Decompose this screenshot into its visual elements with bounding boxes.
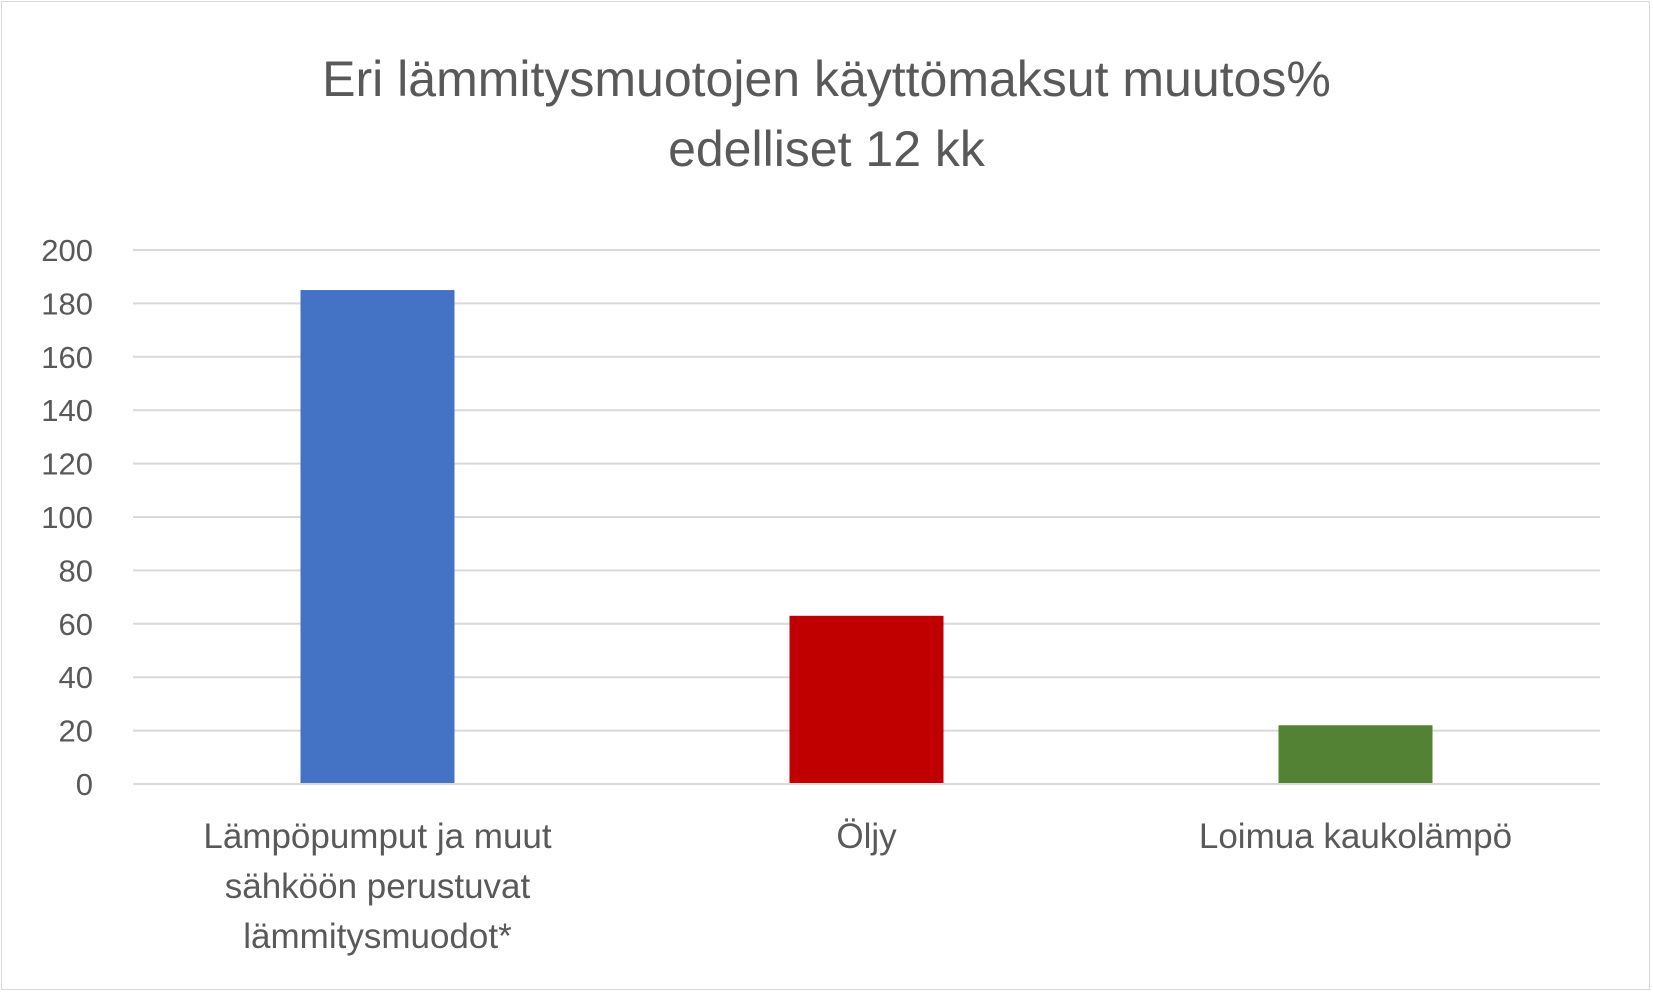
bar-2 [789, 615, 944, 784]
x-category-label-line: Öljy [836, 817, 897, 856]
bars [300, 290, 1433, 784]
y-tick-label: 60 [59, 607, 93, 642]
y-tick-label: 180 [41, 286, 93, 321]
y-tick-label: 80 [59, 553, 93, 588]
chart-title-line-1: Eri lämmitysmuotojen käyttömaksut muutos… [322, 51, 1331, 107]
x-category-label-line: Loimua kaukolämpö [1198, 817, 1513, 856]
y-axis-tick-labels: 0 20 40 60 80 100 120 140 160 180 200 [41, 233, 93, 802]
bar-3 [1278, 725, 1433, 784]
y-tick-label: 0 [76, 767, 93, 802]
x-category-label: Lämpöpumput ja muut sähköön perustuvat läm… [158, 812, 598, 962]
x-category-label-line: Lämpöpumput ja muut [203, 817, 552, 856]
y-tick-label: 120 [41, 447, 93, 482]
y-tick-label: 160 [41, 340, 93, 375]
y-tick-label: 100 [41, 500, 93, 535]
x-category-label-line: sähköön perustuvat [224, 867, 531, 906]
y-tick-label: 20 [59, 714, 93, 749]
y-tick-label: 40 [59, 660, 93, 695]
x-category-label: Öljy [647, 812, 1087, 862]
chart-title-line-2: edelliset 12 kk [668, 121, 985, 177]
bar-1 [300, 290, 455, 784]
y-tick-label: 140 [41, 393, 93, 428]
x-category-label-line: lämmitysmuodot* [243, 917, 512, 956]
chart-title: Eri lämmitysmuotojen käyttömaksut muutos… [0, 44, 1653, 184]
y-tick-label: 200 [41, 233, 93, 268]
x-category-label: Loimua kaukolämpö [1136, 812, 1576, 862]
